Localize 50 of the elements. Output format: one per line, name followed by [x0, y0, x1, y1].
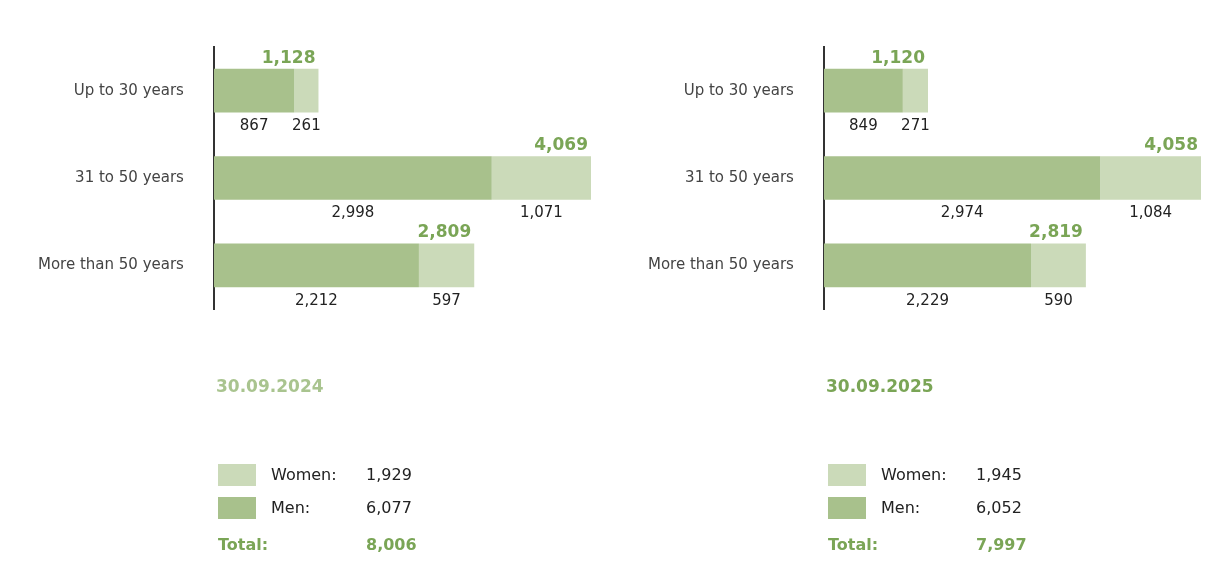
text: 7,997: [976, 535, 1027, 554]
bar: [902, 68, 929, 113]
text: 1,929: [366, 465, 412, 484]
total-label: 1,120: [871, 46, 926, 67]
bar: [213, 243, 419, 288]
bar: [491, 156, 591, 200]
data-label: 1,071: [519, 203, 563, 222]
text: 6,077: [366, 498, 412, 517]
bar: [1100, 156, 1201, 200]
data-label: 590: [1044, 290, 1073, 309]
text: 1,945: [976, 465, 1022, 484]
data-label: 2,974: [940, 203, 984, 222]
text: Total:: [218, 535, 270, 554]
data-label: 2,998: [331, 203, 375, 222]
data-label: 261: [292, 115, 321, 134]
bar: [418, 243, 475, 288]
bar: [294, 68, 319, 113]
data-label: 867: [239, 115, 269, 134]
data-label: 2,212: [294, 290, 338, 309]
text: 6,052: [976, 498, 1022, 517]
bar: [1031, 243, 1086, 288]
total-label: 4,069: [534, 134, 588, 155]
legend-label: Women:: [271, 465, 338, 484]
total-label: 4,058: [1144, 134, 1198, 155]
legend-label: Men:: [271, 498, 312, 517]
legend-label: Men:: [881, 498, 922, 517]
data-label: 849: [849, 115, 878, 134]
text: 30.09.2024: [216, 376, 324, 396]
bar: [823, 243, 1032, 288]
y-tick-label: 31 to 50 years: [685, 167, 795, 186]
bar: [213, 156, 492, 200]
y-tick-label: Up to 30 years: [73, 80, 185, 99]
text: Total:: [828, 535, 880, 554]
total-label: 1,128: [261, 46, 316, 67]
total-label: 2,819: [1029, 221, 1083, 242]
bar: [213, 68, 295, 113]
y-tick-label: More than 50 years: [37, 255, 185, 274]
bar: [823, 156, 1101, 200]
text: 8,006: [366, 535, 417, 554]
legend-label: Women:: [881, 465, 948, 484]
y-tick-label: 31 to 50 years: [75, 167, 185, 186]
bar: [823, 68, 903, 113]
y-tick-label: Up to 30 years: [683, 80, 795, 99]
data-label: 1,084: [1129, 203, 1173, 222]
data-label: 271: [901, 115, 930, 134]
data-label: 597: [432, 290, 461, 309]
y-tick-label: More than 50 years: [647, 255, 795, 274]
text: 30.09.2025: [826, 376, 934, 396]
total-label: 2,809: [417, 221, 472, 242]
data-label: 2,229: [906, 290, 949, 309]
